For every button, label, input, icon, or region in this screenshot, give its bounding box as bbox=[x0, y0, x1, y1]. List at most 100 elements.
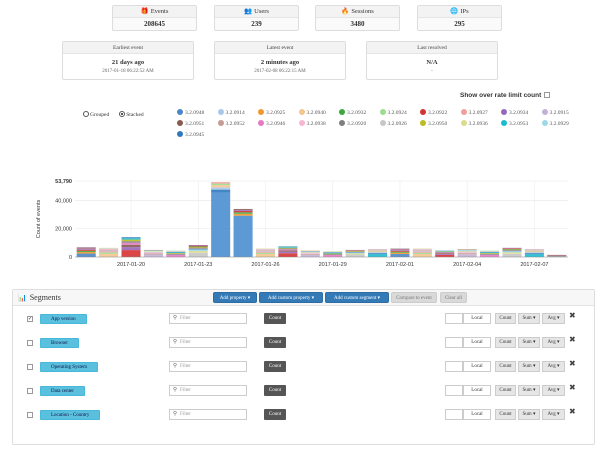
rate-limit-checkbox[interactable] bbox=[544, 92, 551, 98]
legend-item[interactable]: 3.2.0934 bbox=[501, 109, 542, 117]
avg-dropdown[interactable]: Avg ▾ bbox=[542, 313, 565, 324]
segment-label[interactable]: App version bbox=[40, 314, 87, 324]
bar-segment bbox=[524, 253, 544, 255]
count-button[interactable]: Count bbox=[495, 409, 516, 420]
search-icon: ⚲ bbox=[173, 411, 178, 417]
segment-count-button[interactable]: Count bbox=[264, 313, 286, 324]
segment-label[interactable]: Data center bbox=[40, 386, 85, 396]
local-input[interactable] bbox=[445, 409, 463, 420]
legend-item[interactable]: 3.2.0925 bbox=[258, 109, 299, 117]
sum-dropdown[interactable]: Sum ▾ bbox=[518, 337, 540, 348]
segment-row: Data center ⚲ Filter Count Local Count Sum ▾ Av… bbox=[13, 380, 594, 405]
segment-count-button[interactable]: Count bbox=[264, 409, 286, 420]
remove-segment-icon[interactable]: ✖ bbox=[569, 311, 576, 320]
legend-item[interactable]: 3.2.0927 bbox=[460, 109, 502, 117]
legend-item[interactable]: 3.2.0940 bbox=[298, 109, 340, 117]
segment-filter-input[interactable]: ⚲ Filter bbox=[169, 313, 247, 324]
local-button[interactable]: Local bbox=[463, 337, 491, 348]
stacked-radio[interactable] bbox=[119, 111, 126, 117]
sum-dropdown[interactable]: Sum ▾ bbox=[518, 313, 540, 324]
legend-item[interactable]: 3.2.0950 bbox=[420, 120, 461, 128]
legend-item[interactable]: 3.2.0924 bbox=[379, 109, 421, 117]
sum-dropdown[interactable]: Sum ▾ bbox=[518, 385, 540, 396]
bar-segment bbox=[188, 244, 208, 246]
segment-filter-input[interactable]: ⚲ Filter bbox=[169, 409, 247, 420]
segment-label[interactable]: Location - Country bbox=[40, 410, 101, 420]
avg-dropdown[interactable]: Avg ▾ bbox=[542, 409, 565, 420]
stat-sessions: 🔥 Sessions 3480 bbox=[315, 5, 400, 31]
grouped-option[interactable]: Grouped bbox=[83, 111, 109, 118]
add-custom-segment-button[interactable]: Add custom segment ▾ bbox=[325, 292, 389, 303]
rate-limit-toggle[interactable]: Show over rate limit count bbox=[460, 92, 551, 99]
bar-segment bbox=[143, 252, 163, 254]
count-button[interactable]: Count bbox=[495, 385, 516, 396]
legend-item[interactable]: 3.2.0953 bbox=[501, 120, 542, 128]
count-button[interactable]: Count bbox=[495, 337, 516, 348]
segment-checkbox[interactable] bbox=[27, 412, 33, 418]
compare-to-event-button[interactable]: Compare to event bbox=[391, 292, 437, 303]
add-property-button[interactable]: Add property ▾ bbox=[213, 292, 257, 303]
stacked-option[interactable]: Stacked bbox=[119, 111, 144, 118]
remove-segment-icon[interactable]: ✖ bbox=[569, 335, 576, 344]
local-input[interactable] bbox=[445, 313, 463, 324]
segment-label[interactable]: Browser bbox=[40, 338, 79, 348]
local-button[interactable]: Local bbox=[463, 313, 491, 324]
legend-item[interactable]: 3.2.0948 bbox=[177, 109, 218, 117]
avg-dropdown[interactable]: Avg ▾ bbox=[542, 361, 565, 372]
legend-item[interactable]: 3.2.0914 bbox=[217, 109, 259, 117]
y-axis-title: Count of events bbox=[36, 199, 42, 238]
add-custom-property-button[interactable]: Add custom property ▾ bbox=[259, 292, 323, 303]
legend-label: 3.2.0926 bbox=[387, 121, 407, 127]
bar-segment bbox=[412, 248, 432, 250]
remove-segment-icon[interactable]: ✖ bbox=[569, 407, 576, 416]
segment-filter-input[interactable]: ⚲ Filter bbox=[169, 385, 247, 396]
avg-dropdown[interactable]: Avg ▾ bbox=[542, 385, 565, 396]
bar-segment bbox=[524, 249, 544, 251]
segment-checkbox[interactable] bbox=[27, 364, 33, 370]
segment-count-button[interactable]: Count bbox=[264, 361, 286, 372]
legend-item[interactable]: 3.2.0951 bbox=[177, 120, 218, 128]
legend-item[interactable]: 3.2.0932 bbox=[339, 109, 380, 117]
sum-dropdown[interactable]: Sum ▾ bbox=[518, 409, 540, 420]
bar-segment bbox=[300, 254, 320, 257]
bar-segment bbox=[367, 253, 388, 255]
legend-item[interactable]: 3.2.0926 bbox=[379, 120, 421, 128]
bar-segment bbox=[211, 183, 231, 186]
local-input[interactable] bbox=[445, 385, 463, 396]
clear-all-button[interactable]: Clear all bbox=[440, 292, 467, 303]
count-button[interactable]: Count bbox=[495, 361, 516, 372]
legend-item[interactable]: 3.2.0929 bbox=[541, 120, 583, 128]
segment-filter-input[interactable]: ⚲ Filter bbox=[169, 337, 247, 348]
legend-item[interactable]: 3.2.0915 bbox=[541, 109, 583, 117]
legend-item[interactable]: 3.2.0938 bbox=[298, 120, 340, 128]
x-tick-label: 2017-02-01 bbox=[386, 262, 414, 268]
avg-dropdown[interactable]: Avg ▾ bbox=[542, 337, 565, 348]
count-button[interactable]: Count bbox=[495, 313, 516, 324]
remove-segment-icon[interactable]: ✖ bbox=[569, 359, 576, 368]
local-input[interactable] bbox=[445, 361, 463, 372]
legend-item[interactable]: 3.2.0946 bbox=[258, 120, 299, 128]
segment-checkbox[interactable] bbox=[27, 340, 33, 346]
grouped-radio[interactable] bbox=[83, 111, 89, 117]
sum-dropdown[interactable]: Sum ▾ bbox=[518, 361, 540, 372]
bar-segment bbox=[435, 253, 455, 255]
segment-filter-input[interactable]: ⚲ Filter bbox=[169, 361, 247, 372]
segment-checkbox[interactable]: ✓ bbox=[27, 316, 33, 322]
local-input[interactable] bbox=[445, 337, 463, 348]
legend-item[interactable]: 3.2.0945 bbox=[177, 131, 218, 139]
legend-item[interactable]: 3.2.0936 bbox=[460, 120, 502, 128]
legend-color-dot bbox=[501, 120, 507, 126]
remove-segment-icon[interactable]: ✖ bbox=[569, 383, 576, 392]
segment-count-button[interactable]: Count bbox=[264, 385, 286, 396]
local-button[interactable]: Local bbox=[463, 409, 491, 420]
local-button[interactable]: Local bbox=[463, 385, 491, 396]
segment-checkbox[interactable] bbox=[27, 388, 33, 394]
legend-item[interactable]: 3.2.0920 bbox=[339, 120, 380, 128]
local-button[interactable]: Local bbox=[463, 361, 491, 372]
bar-segment bbox=[255, 254, 276, 257]
legend-item[interactable]: 3.2.0952 bbox=[217, 120, 259, 128]
legend-item[interactable]: 3.2.0922 bbox=[420, 109, 461, 117]
segment-label[interactable]: Operating System bbox=[40, 362, 98, 372]
segment-count-button[interactable]: Count bbox=[264, 337, 286, 348]
legend-label: 3.2.0914 bbox=[225, 110, 245, 116]
